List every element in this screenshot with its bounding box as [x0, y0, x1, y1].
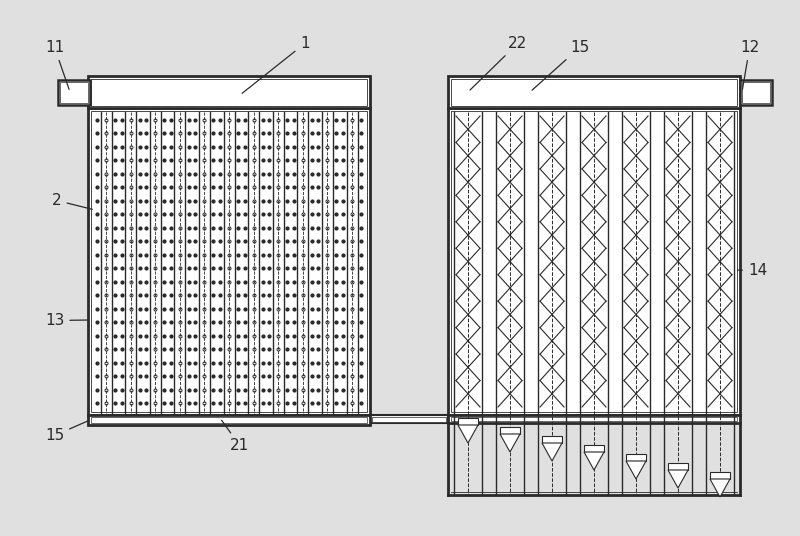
Polygon shape: [710, 479, 730, 497]
Bar: [448, 415, 740, 423]
Bar: [740, 80, 772, 105]
Bar: [91, 79, 367, 106]
Bar: [451, 111, 737, 412]
Text: 13: 13: [45, 313, 87, 328]
Bar: [451, 79, 737, 106]
Bar: [372, 417, 446, 422]
Text: 2: 2: [52, 193, 92, 210]
Polygon shape: [542, 443, 562, 461]
Text: 22: 22: [470, 36, 527, 90]
Polygon shape: [626, 461, 646, 479]
Text: 1: 1: [242, 36, 310, 93]
Text: 14: 14: [738, 263, 767, 278]
Text: 15: 15: [532, 40, 590, 90]
Bar: [370, 415, 448, 423]
Bar: [451, 417, 737, 421]
Bar: [742, 82, 770, 103]
Bar: [91, 111, 367, 412]
Text: 15: 15: [45, 421, 87, 443]
Text: 11: 11: [45, 40, 69, 90]
Bar: [668, 463, 688, 470]
Bar: [448, 108, 740, 415]
Text: 21: 21: [222, 420, 250, 453]
Text: 12: 12: [740, 40, 759, 90]
Bar: [88, 76, 370, 108]
Bar: [542, 436, 562, 443]
Polygon shape: [458, 425, 478, 443]
Bar: [58, 80, 90, 105]
Bar: [91, 417, 367, 423]
Polygon shape: [668, 470, 688, 488]
Bar: [458, 418, 478, 425]
Polygon shape: [500, 434, 520, 452]
Bar: [584, 445, 604, 452]
Bar: [500, 427, 520, 434]
Bar: [88, 415, 370, 425]
Bar: [60, 82, 88, 103]
Bar: [88, 108, 370, 415]
Bar: [710, 472, 730, 479]
Bar: [626, 454, 646, 461]
Bar: [448, 76, 740, 108]
Polygon shape: [584, 452, 604, 470]
